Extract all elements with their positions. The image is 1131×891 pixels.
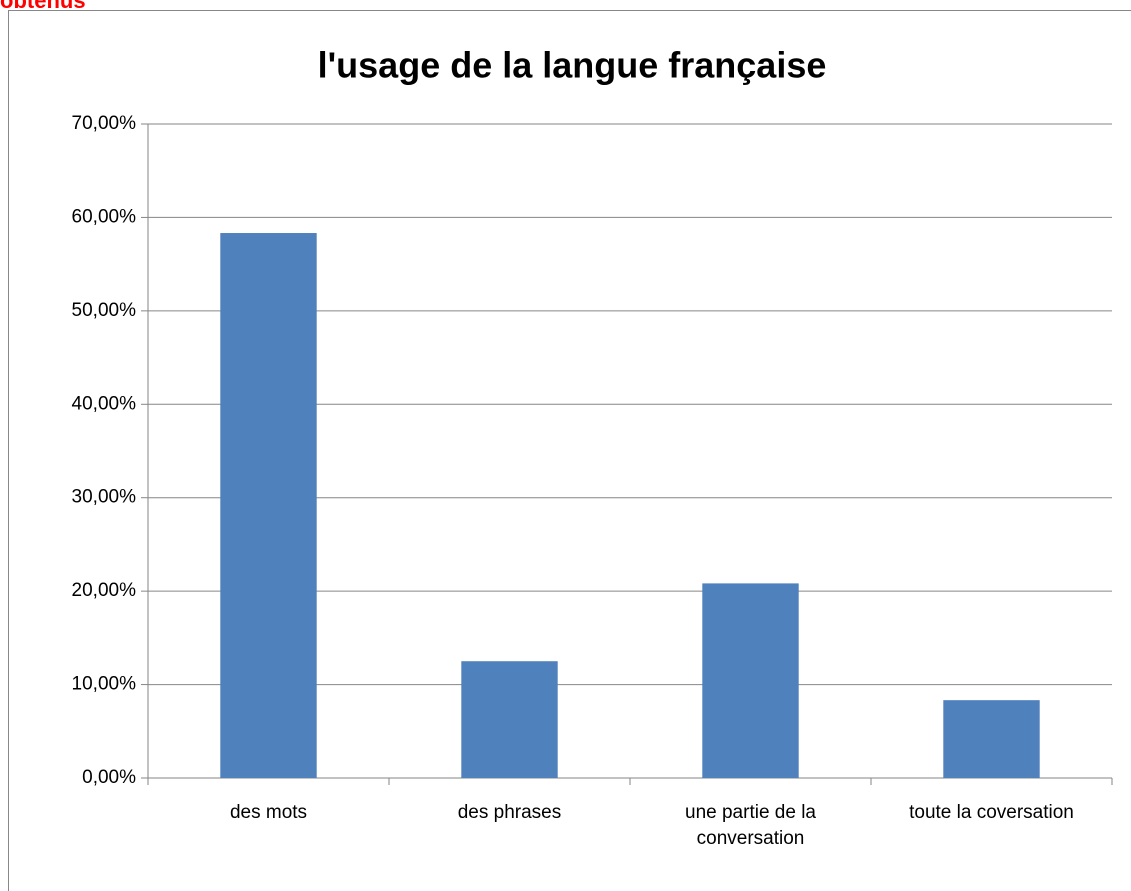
y-tick-label: 40,00% bbox=[72, 393, 137, 414]
chart-title: l'usage de la langue française bbox=[318, 45, 827, 86]
x-tick-label: une partie de la conversation bbox=[685, 802, 816, 849]
y-tick-label: 10,00% bbox=[72, 674, 137, 695]
bar bbox=[943, 700, 1040, 778]
bar bbox=[220, 233, 317, 779]
y-tick-label: 0,00% bbox=[82, 767, 136, 788]
x-tick-label: des mots bbox=[229, 802, 308, 823]
caption: obtenus bbox=[0, 0, 86, 13]
y-tick-label: 50,00% bbox=[72, 300, 137, 321]
y-tick-label: 20,00% bbox=[72, 580, 137, 601]
bar bbox=[461, 661, 558, 778]
x-tick-label: toute la coversation bbox=[909, 802, 1074, 823]
y-tick-label: 60,00% bbox=[72, 206, 137, 227]
y-tick-label: 30,00% bbox=[72, 487, 137, 508]
y-tick-label: 70,00% bbox=[72, 113, 137, 134]
x-tick-label: des phrases bbox=[457, 802, 562, 823]
bar bbox=[702, 583, 799, 778]
